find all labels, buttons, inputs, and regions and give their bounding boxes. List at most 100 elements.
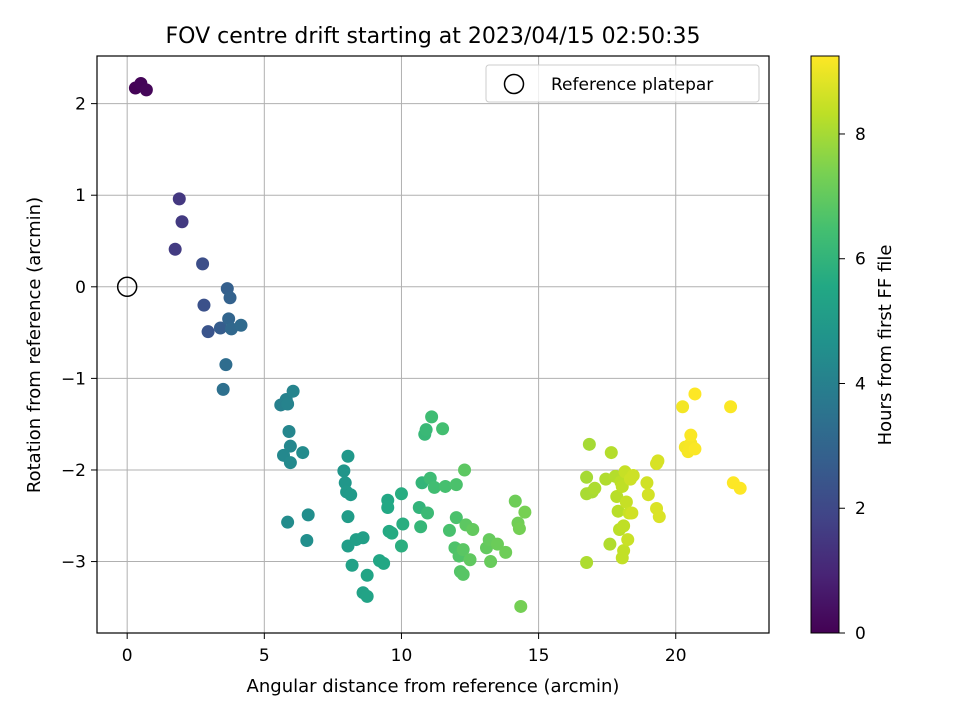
data-point (419, 423, 433, 437)
data-point (449, 511, 463, 525)
grid (97, 56, 769, 633)
data-point (286, 384, 300, 398)
chart-title: FOV centre drift starting at 2023/04/15 … (166, 24, 701, 49)
data-point (484, 555, 498, 569)
data-point (281, 515, 295, 529)
data-point (282, 425, 296, 439)
reference-marker (116, 276, 138, 298)
data-point (621, 533, 635, 547)
data-point (175, 215, 189, 229)
data-point (617, 519, 631, 533)
y-axis-ticks: −3 −2 −1 0 1 2 (61, 95, 97, 573)
x-tick-label: 0 (122, 646, 133, 666)
data-point (234, 318, 248, 332)
data-point (301, 508, 315, 522)
y-tick-label: 0 (75, 278, 86, 298)
data-point (640, 476, 654, 490)
data-point (604, 446, 618, 460)
data-point (421, 506, 435, 520)
legend-label: Reference platepar (551, 75, 713, 95)
data-point (688, 442, 702, 456)
data-point (427, 480, 441, 494)
y-tick-label: −3 (61, 553, 86, 573)
data-point (356, 531, 370, 545)
data-point (172, 192, 186, 206)
data-point (213, 321, 227, 335)
colorbar-tick-label: 2 (855, 499, 866, 519)
legend: Reference platepar (485, 64, 760, 103)
data-point (345, 558, 359, 572)
data-point (341, 449, 355, 463)
data-point (281, 397, 295, 411)
data-point (168, 242, 182, 256)
data-point (344, 488, 358, 502)
data-point (603, 537, 617, 551)
data-point (684, 428, 698, 442)
data-point (442, 523, 456, 537)
reference-point-marker (116, 276, 138, 298)
data-point (337, 464, 351, 478)
data-point (360, 568, 374, 582)
x-tick-label: 20 (665, 646, 687, 666)
data-point (615, 551, 629, 565)
data-point (219, 358, 233, 372)
data-point (300, 533, 314, 547)
data-point (341, 510, 355, 524)
data-point (582, 437, 596, 451)
data-point (688, 387, 702, 401)
data-point (580, 470, 594, 484)
data-point (196, 257, 210, 271)
data-point (499, 545, 513, 559)
data-point (619, 495, 633, 509)
y-axis-label: Rotation from reference (arcmin) (24, 197, 45, 493)
data-point (514, 599, 528, 613)
data-point (490, 537, 504, 551)
data-point (201, 325, 215, 339)
colorbar-tick-label: 8 (855, 125, 866, 145)
data-point (458, 463, 472, 477)
y-tick-label: −2 (61, 461, 86, 481)
data-point (449, 478, 463, 492)
x-axis-label: Angular distance from reference (arcmin) (247, 676, 620, 697)
legend-marker-icon (503, 73, 525, 95)
y-tick-label: −1 (61, 369, 86, 389)
data-point (626, 468, 640, 482)
colorbar-tick-label: 4 (855, 374, 866, 394)
x-axis-ticks: 0 5 10 15 20 (122, 633, 687, 666)
data-point (733, 481, 747, 495)
data-point (588, 481, 602, 495)
data-point (283, 456, 297, 470)
data-point (385, 526, 399, 540)
data-point (611, 504, 625, 518)
data-point (377, 556, 391, 570)
data-point (223, 291, 237, 305)
data-point (625, 506, 639, 520)
x-tick-label: 10 (391, 646, 413, 666)
data-point (610, 490, 624, 504)
data-point (466, 523, 480, 537)
x-tick-label: 5 (259, 646, 270, 666)
data-point (456, 543, 470, 557)
data-point (436, 422, 450, 436)
data-points (128, 76, 747, 613)
data-point (652, 510, 666, 524)
data-point (360, 589, 374, 603)
plot-frame (96, 55, 770, 634)
data-point (197, 298, 211, 312)
data-point (456, 567, 470, 581)
data-point (512, 522, 526, 536)
data-point (651, 454, 665, 468)
data-point (283, 439, 297, 453)
colorbar-tick-label: 0 (855, 624, 866, 644)
data-point (414, 520, 428, 534)
data-point (394, 487, 408, 501)
colorbar-ticks: 0 2 4 6 8 (839, 125, 866, 644)
colorbar (810, 55, 840, 634)
colorbar-tick-label: 6 (855, 250, 866, 270)
data-point (425, 410, 439, 424)
data-point (139, 83, 153, 97)
data-point (518, 505, 532, 519)
data-point (676, 400, 690, 414)
data-point (463, 553, 477, 567)
data-point (396, 517, 410, 531)
